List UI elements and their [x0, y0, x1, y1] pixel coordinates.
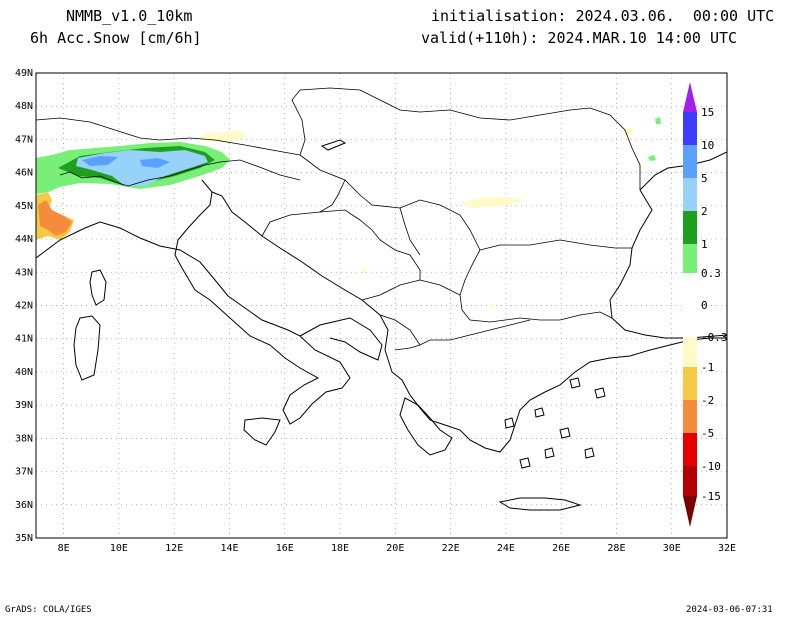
legend-box-2 — [683, 211, 697, 244]
lat-tick-label: 41N — [15, 334, 33, 345]
legend-box-0 — [683, 273, 697, 337]
lat-tick-label: 45N — [15, 201, 33, 212]
lat-tick-label: 47N — [15, 134, 33, 145]
snowfall-alps — [36, 142, 230, 194]
lat-tick-label: 40N — [15, 367, 33, 378]
longitude-labels: 8E 10E 12E 14E 16E 18E 20E 22E 24E 26E 28E 30E 32E — [58, 543, 736, 554]
lon-tick-label: 14E — [220, 543, 238, 554]
lon-tick-label: 32E — [718, 543, 736, 554]
lat-tick-label: 48N — [15, 101, 33, 112]
legend-arrow-top — [683, 82, 697, 112]
legend-label: -0.3 — [701, 331, 728, 344]
legend-box-15 — [683, 112, 697, 145]
coastlines — [36, 139, 727, 511]
legend-label: -1 — [701, 361, 714, 374]
color-legend: 15 10 5 2 1 0.3 0 -0.3 -1 -2 -5 -10 -15 — [683, 82, 728, 527]
model-title: NMMB_v1.0_10km — [66, 7, 193, 25]
lat-tick-label: 39N — [15, 400, 33, 411]
lat-tick-label: 49N — [15, 68, 33, 79]
lon-tick-label: 26E — [552, 543, 570, 554]
legend-label: -5 — [701, 427, 714, 440]
legend-label: 1 — [701, 238, 708, 251]
lon-tick-label: 10E — [110, 543, 128, 554]
legend-box-1 — [683, 244, 697, 273]
country-borders — [36, 87, 641, 351]
legend-label: -10 — [701, 460, 721, 473]
footer-credit: GrADS: COLA/IGES — [5, 605, 92, 615]
legend-box-5 — [683, 178, 697, 211]
lon-tick-label: 12E — [165, 543, 183, 554]
legend-arrow-bottom — [683, 496, 697, 527]
snowfall-western-alps-negative — [36, 192, 74, 240]
lon-tick-label: 16E — [276, 543, 294, 554]
legend-label: 0 — [701, 299, 708, 312]
map-frame — [35, 72, 728, 539]
legend-box-m1 — [683, 367, 697, 400]
legend-label: 10 — [701, 139, 714, 152]
legend-label: 0.3 — [701, 267, 721, 280]
valid-time: valid(+110h): 2024.MAR.10 14:00 UTC — [421, 29, 738, 47]
legend-label: -2 — [701, 394, 714, 407]
legend-box-m03 — [683, 337, 697, 367]
lon-tick-label: 24E — [497, 543, 515, 554]
lon-tick-label: 18E — [331, 543, 349, 554]
lon-tick-label: 20E — [386, 543, 404, 554]
snowfall-green-patches — [648, 117, 661, 161]
lat-tick-label: 38N — [15, 433, 33, 444]
legend-box-10 — [683, 145, 697, 178]
init-time: initialisation: 2024.03.06. 00:00 UTC — [431, 7, 775, 25]
legend-labels: 15 10 5 2 1 0.3 0 -0.3 -1 -2 -5 -10 -15 — [701, 106, 728, 503]
lat-tick-label: 42N — [15, 301, 33, 312]
legend-label: 15 — [701, 106, 714, 119]
legend-box-m5 — [683, 433, 697, 466]
lat-tick-label: 36N — [15, 500, 33, 511]
lat-tick-label: 37N — [15, 467, 33, 478]
latitude-labels: 35N 36N 37N 38N 39N 40N 41N 42N 43N 44N 45N 46N 47N 4… — [15, 68, 33, 544]
legend-label: -15 — [701, 490, 721, 503]
lon-tick-label: 22E — [442, 543, 460, 554]
lat-tick-label: 43N — [15, 267, 33, 278]
lon-tick-label: 30E — [663, 543, 681, 554]
lon-tick-label: 8E — [58, 543, 70, 554]
lon-tick-label: 28E — [607, 543, 625, 554]
legend-box-m2 — [683, 400, 697, 433]
legend-label: 2 — [701, 205, 708, 218]
legend-label: 5 — [701, 172, 708, 185]
legend-box-m10 — [683, 466, 697, 496]
lat-tick-label: 46N — [15, 168, 33, 179]
lat-tick-label: 44N — [15, 234, 33, 245]
field-title: 6h Acc.Snow [cm/6h] — [30, 29, 202, 47]
lat-tick-label: 35N — [15, 533, 33, 544]
map-grid — [36, 72, 728, 539]
footer-timestamp: 2024-03-06-07:31 — [686, 605, 773, 615]
